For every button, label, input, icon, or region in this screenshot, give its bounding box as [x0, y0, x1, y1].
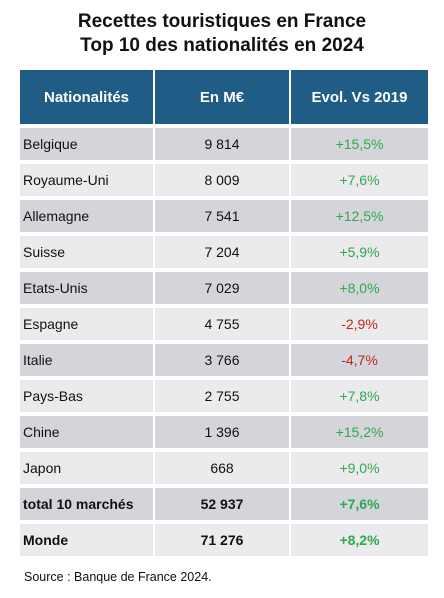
- cell-country: Belgique: [20, 126, 155, 164]
- cell-evolution: +8,2%: [290, 522, 428, 560]
- table-row: Allemagne 7 541 +12,5%: [20, 198, 428, 236]
- cell-evolution: +5,9%: [290, 234, 428, 272]
- cell-evolution: +12,5%: [290, 198, 428, 236]
- table-header: Nationalités En M€ Evol. Vs 2019: [20, 70, 428, 128]
- cell-country: Allemagne: [20, 198, 155, 236]
- column-header-evolution: Evol. Vs 2019: [290, 70, 428, 128]
- table-row: Suisse 7 204 +5,9%: [20, 234, 428, 272]
- table-row: Belgique 9 814 +15,5%: [20, 126, 428, 164]
- total-row-top10: total 10 marchés 52 937 +7,6%: [20, 486, 428, 524]
- cell-country: Japon: [20, 450, 155, 488]
- cell-amount: 7 541: [154, 198, 291, 236]
- cell-amount: 52 937: [154, 486, 291, 524]
- cell-country: Suisse: [20, 234, 155, 272]
- cell-amount: 7 029: [154, 270, 291, 308]
- cell-amount: 2 755: [154, 378, 291, 416]
- page-title: Recettes touristiques en France: [77, 11, 367, 32]
- cell-amount: 71 276: [154, 522, 291, 560]
- cell-country: Espagne: [20, 306, 155, 344]
- cell-evolution: +15,5%: [290, 126, 428, 164]
- cell-country: Royaume-Uni: [20, 162, 155, 200]
- table-row: Italie 3 766 -4,7%: [20, 342, 428, 380]
- header-row: Nationalités En M€ Evol. Vs 2019: [20, 70, 428, 128]
- table-row: Espagne 4 755 -2,9%: [20, 306, 428, 344]
- cell-country: Italie: [20, 342, 155, 380]
- cell-amount: 3 766: [154, 342, 291, 380]
- cell-evolution: +9,0%: [290, 450, 428, 488]
- cell-country: total 10 marchés: [20, 486, 155, 524]
- table-row: Pays-Bas 2 755 +7,8%: [20, 378, 428, 416]
- cell-evolution: +7,6%: [290, 486, 428, 524]
- cell-amount: 9 814: [154, 126, 291, 164]
- table-row: Japon 668 +9,0%: [20, 450, 428, 488]
- cell-country: Monde: [20, 522, 155, 560]
- total-row-world: Monde 71 276 +8,2%: [20, 522, 428, 560]
- cell-evolution: +7,8%: [290, 378, 428, 416]
- cell-amount: 7 204: [154, 234, 291, 272]
- table-body: Belgique 9 814 +15,5% Royaume-Uni 8 009 …: [20, 126, 428, 560]
- cell-evolution: +15,2%: [290, 414, 428, 452]
- table-row: Chine 1 396 +15,2%: [20, 414, 428, 452]
- cell-amount: 4 755: [154, 306, 291, 344]
- cell-country: Etats-Unis: [20, 270, 155, 308]
- cell-amount: 8 009: [154, 162, 291, 200]
- page-subtitle: Top 10 des nationalités en 2024: [80, 35, 364, 56]
- cell-evolution: -2,9%: [290, 306, 428, 344]
- column-header-nationality: Nationalités: [20, 70, 155, 128]
- cell-evolution: +7,6%: [290, 162, 428, 200]
- title-block: Recettes touristiques en France Top 10 d…: [0, 10, 444, 58]
- cell-country: Pays-Bas: [20, 378, 155, 416]
- cell-evolution: -4,7%: [290, 342, 428, 380]
- tourism-revenue-table: Nationalités En M€ Evol. Vs 2019 Belgiqu…: [20, 70, 428, 560]
- cell-amount: 668: [154, 450, 291, 488]
- column-header-amount: En M€: [154, 70, 291, 128]
- cell-amount: 1 396: [154, 414, 291, 452]
- cell-evolution: +8,0%: [290, 270, 428, 308]
- table-row: Royaume-Uni 8 009 +7,6%: [20, 162, 428, 200]
- cell-country: Chine: [20, 414, 155, 452]
- source-note: Source : Banque de France 2024.: [24, 570, 212, 584]
- table-row: Etats-Unis 7 029 +8,0%: [20, 270, 428, 308]
